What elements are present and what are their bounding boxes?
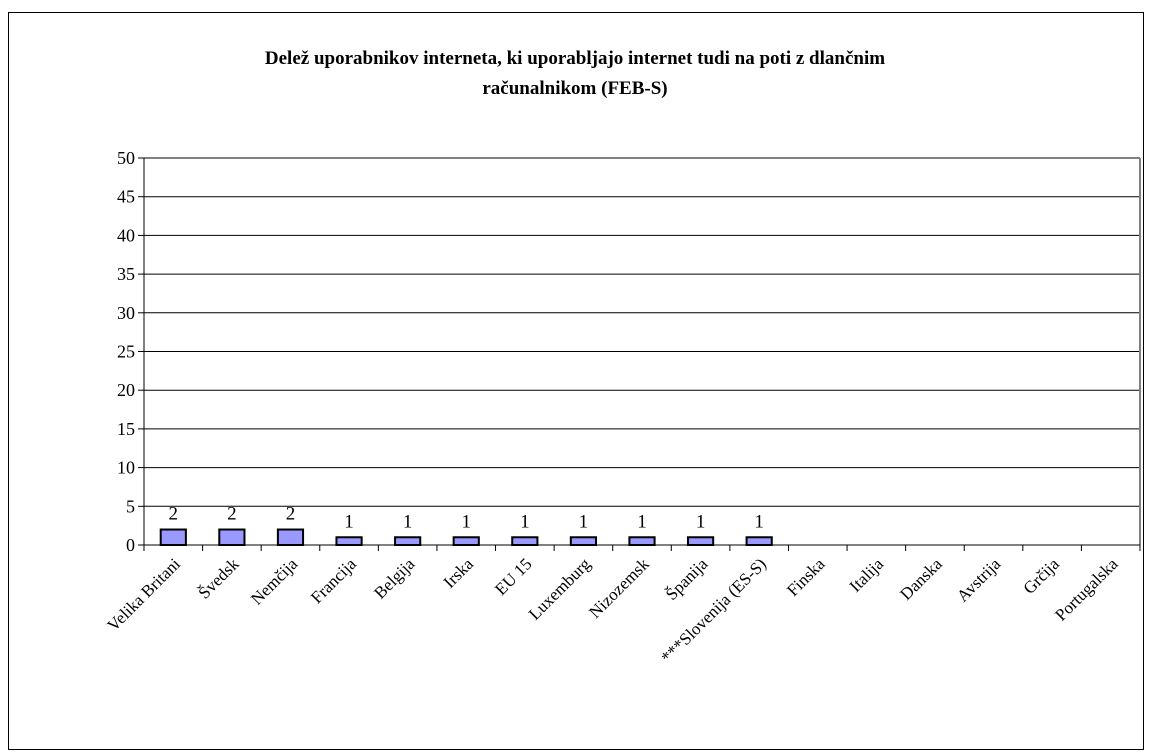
bar-3 [335, 536, 363, 547]
x-tick-label-6: EU 15 [491, 554, 535, 598]
bar-0 [159, 528, 187, 547]
data-label-10: 1 [754, 511, 764, 532]
y-tick-label-40: 40 [117, 225, 135, 245]
bar-2 [276, 528, 305, 547]
chart-title: Delež uporabnikov interneta, ki uporablj… [0, 44, 1150, 104]
x-tick-label-4: Belgija [370, 554, 418, 602]
x-tick-label-7: Luxemburg [525, 554, 595, 624]
data-label-6: 1 [520, 511, 530, 532]
x-tick-label-0: Velika Britani [104, 554, 185, 635]
bar-7 [569, 536, 598, 547]
x-tick-label-5: Irska [440, 554, 478, 592]
y-tick-label-50: 50 [117, 148, 135, 168]
bar-10 [745, 536, 773, 547]
y-tick-label-15: 15 [117, 419, 135, 439]
y-tick-label-45: 45 [117, 187, 135, 207]
data-label-0: 2 [169, 504, 179, 525]
chart-title-line-1: Delež uporabnikov interneta, ki uporablj… [264, 48, 886, 69]
x-tick-label-11: Finska [783, 554, 829, 600]
bar-6 [511, 536, 539, 547]
bar-5 [452, 536, 480, 547]
chart-title-line-2: računalnikom (FEB-S) [482, 78, 668, 99]
x-tick-label-13: Danska [896, 554, 946, 604]
data-label-4: 1 [403, 511, 413, 532]
data-label-2: 2 [286, 504, 296, 525]
y-tick-label-0: 0 [126, 535, 135, 555]
x-tick-label-3: Francija [307, 554, 360, 607]
y-tick-labels: 0 5 10 15 20 25 30 35 40 45 50 [117, 148, 135, 555]
y-tick-label-5: 5 [126, 496, 135, 516]
chart-frame [8, 12, 1144, 750]
bar-4 [394, 536, 422, 547]
data-label-1: 2 [227, 504, 237, 525]
bars [159, 528, 773, 547]
x-tick-labels: Velika Britani Švedsk Nemčija Francija Belgi… [104, 554, 1122, 667]
x-tick-label-2: Nemčija [247, 554, 301, 608]
data-label-8: 1 [637, 511, 647, 532]
data-label-5: 1 [461, 511, 471, 532]
y-tick-label-25: 25 [117, 342, 135, 362]
x-tick-label-12: Italija [846, 554, 888, 596]
x-tick-label-15: Grčija [1019, 554, 1063, 598]
y-tick-label-20: 20 [117, 380, 135, 400]
bar-1 [218, 528, 246, 547]
bar-9 [686, 536, 715, 547]
data-label-9: 1 [696, 511, 706, 532]
y-tick-label-10: 10 [117, 458, 135, 478]
x-tick-label-8: Nizozemsk [585, 554, 653, 622]
x-tick-label-1: Švedsk [195, 554, 244, 603]
data-label-7: 1 [579, 511, 589, 532]
y-tick-label-35: 35 [117, 264, 135, 284]
x-tick-label-14: Avstrija [953, 554, 1005, 606]
bar-8 [628, 536, 656, 547]
grid-lines [144, 157, 1140, 507]
data-labels: 2 2 2 1 1 1 1 1 1 1 1 [169, 504, 764, 533]
axes [138, 157, 1141, 551]
x-tick-label-9: Španija [662, 554, 712, 604]
x-tick-label-16: Portugalska [1051, 554, 1122, 625]
x-tick-label-10: ***Slovenija (ES-S) [657, 554, 770, 667]
y-tick-label-30: 30 [117, 303, 135, 323]
data-label-3: 1 [344, 511, 354, 532]
